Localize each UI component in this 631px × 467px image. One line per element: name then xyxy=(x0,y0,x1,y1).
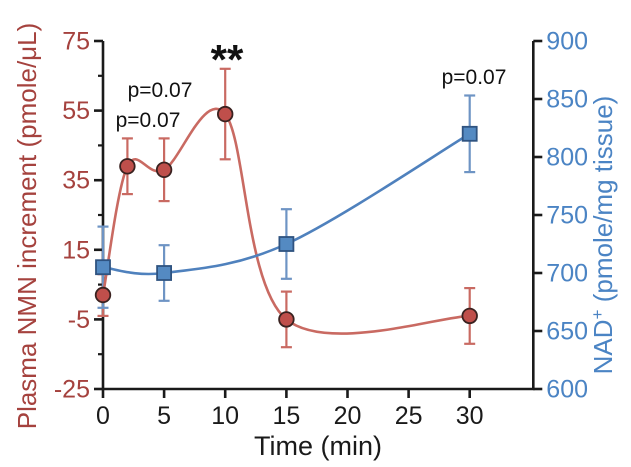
x-axis-tick-label: 30 xyxy=(456,402,484,430)
x-axis-tick-label: 10 xyxy=(211,402,239,430)
x-axis-tick-label: 0 xyxy=(96,402,110,430)
left-axis-tick-label: -25 xyxy=(54,376,90,404)
left-axis-tick-label: -5 xyxy=(68,306,90,334)
right-axis-title-rest: (pmole/mg tissue) xyxy=(588,96,618,310)
right-axis-tick-label: 750 xyxy=(546,202,588,230)
left-axis-tick-label: 35 xyxy=(62,167,90,195)
series-line-nad xyxy=(101,132,471,276)
axes-layer: -25 -5 15 35 55 75 600 650 700 750 800 850 900 0 5 10 15… xyxy=(54,28,588,431)
data-point-nmn xyxy=(119,158,136,175)
series-markers-layer xyxy=(94,105,478,328)
p-value-annotation: p=0.07 xyxy=(116,109,181,132)
left-axis-tick-label: 15 xyxy=(62,236,90,264)
x-axis-tick-label: 25 xyxy=(395,402,423,430)
left-axis-tick-label: 55 xyxy=(62,97,90,125)
right-axis-title-main: NAD xyxy=(588,319,618,374)
x-axis-tick-label: 20 xyxy=(334,402,362,430)
right-axis-title-superscript: + xyxy=(588,309,607,319)
data-point-nmn xyxy=(94,286,112,304)
right-axis-tick-label: 900 xyxy=(546,28,588,56)
right-axis-tick-label: 700 xyxy=(546,260,588,288)
left-axis-tick-label: 75 xyxy=(62,28,90,56)
right-axis-tick-label: 850 xyxy=(546,86,588,114)
significance-stars: ** xyxy=(211,36,244,83)
p-value-annotation: p=0.07 xyxy=(128,79,193,102)
x-axis-title: Time (min) xyxy=(254,431,382,461)
right-axis-tick-label: 650 xyxy=(546,318,588,346)
annotations-layer: p=0.07 p=0.07 ** p=0.07 xyxy=(116,36,507,132)
right-axis-tick-label: 800 xyxy=(546,144,588,172)
x-axis-tick-label: 5 xyxy=(157,402,171,430)
data-point-nmn xyxy=(216,105,234,123)
right-axis-tick-label: 600 xyxy=(546,376,588,404)
data-point-nmn xyxy=(278,311,295,328)
left-axis-title: Plasma NMN increment (pmole/μL) xyxy=(12,23,42,430)
data-point-nad xyxy=(95,259,111,276)
data-point-nad xyxy=(156,265,173,281)
data-point-nmn xyxy=(461,307,478,325)
data-point-nad xyxy=(461,125,478,142)
right-axis-title: NAD+ (pmole/mg tissue) xyxy=(588,96,618,375)
data-point-nad xyxy=(278,236,295,252)
p-value-annotation: p=0.07 xyxy=(442,66,507,89)
data-point-nmn xyxy=(155,161,173,179)
x-axis-tick-label: 15 xyxy=(272,402,300,430)
